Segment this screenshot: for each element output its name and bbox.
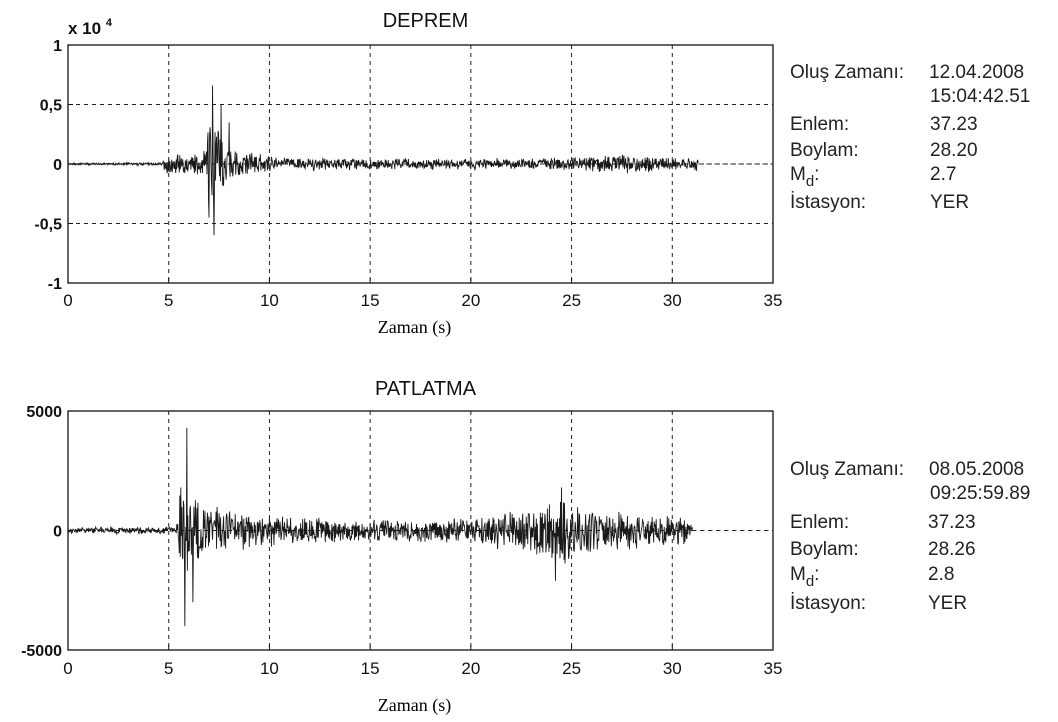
longitude-label: Boylam: (790, 140, 859, 161)
y-multiplier-label: x 10 4 (68, 17, 113, 38)
magnitude-label: Md: (790, 564, 819, 590)
x-tick-label: 20 (461, 659, 480, 678)
y-multiplier-exponent: 4 (106, 17, 113, 29)
x-tick-label: 20 (461, 291, 480, 310)
seismogram-panel-1: DEPREM x 10 4 0 5 10 15 20 25 30 35 1 0,5 0 -0,5 -1 Zam… (34, 10, 1030, 338)
y-tick-label: -5000 (21, 643, 62, 660)
x-tick-label: 35 (764, 291, 783, 310)
x-tick-label: 5 (164, 291, 173, 310)
y-tick-label: 0,5 (40, 98, 62, 115)
y-tick-label: 5000 (26, 404, 62, 421)
event-info: Oluş Zamanı: 12.04.2008 15:04:42.51 Enlem: 3… (790, 62, 1030, 213)
x-tick-label: 0 (63, 291, 72, 310)
y-tick-label: -0,5 (34, 217, 62, 234)
origin-date-value: 08.05.2008 (929, 459, 1024, 480)
x-tick-label: 5 (164, 659, 173, 678)
chart-title: PATLATMA (375, 378, 477, 400)
x-tick-label: 25 (562, 291, 581, 310)
magnitude-label: Md: (790, 164, 819, 190)
station-value: YER (930, 192, 969, 213)
x-tick-label: 30 (663, 291, 682, 310)
magnitude-value: 2.7 (930, 164, 956, 185)
latitude-label: Enlem: (790, 512, 849, 533)
y-tick-label: -1 (48, 276, 62, 293)
latitude-value: 37.23 (928, 512, 976, 533)
chart-title: DEPREM (383, 10, 469, 32)
y-tick-label: 1 (53, 38, 62, 55)
x-tick-label: 15 (361, 291, 380, 310)
station-label: İstasyon: (790, 593, 866, 614)
magnitude-value: 2.8 (928, 564, 954, 585)
y-tick-label: 0 (53, 157, 62, 174)
x-tick-label: 15 (361, 659, 380, 678)
x-tick-label: 30 (663, 659, 682, 678)
x-axis-label: Zaman (s) (378, 317, 451, 338)
seismic-trace (67, 85, 699, 236)
x-axis-label: Zaman (s) (378, 695, 451, 716)
station-label: İstasyon: (790, 192, 866, 213)
station-value: YER (928, 593, 967, 614)
y-tick-label: 0 (53, 524, 62, 541)
origin-time-value: 15:04:42.51 (930, 86, 1030, 107)
x-tick-label: 35 (764, 659, 783, 678)
event-info: Oluş Zamanı: 08.05.2008 09:25:59.89 Enlem: 3… (790, 459, 1030, 614)
latitude-label: Enlem: (790, 114, 849, 135)
longitude-label: Boylam: (790, 539, 859, 560)
origin-date-value: 12.04.2008 (929, 62, 1024, 83)
x-tick-label: 25 (562, 659, 581, 678)
origin-time-value: 09:25:59.89 (930, 483, 1030, 504)
origin-time-label: Oluş Zamanı: (790, 459, 904, 480)
origin-time-label: Oluş Zamanı: (790, 62, 904, 83)
latitude-value: 37.23 (930, 114, 978, 135)
x-tick-label: 10 (260, 291, 279, 310)
x-tick-label: 10 (260, 659, 279, 678)
longitude-value: 28.20 (930, 140, 978, 161)
seismic-trace (67, 427, 693, 627)
longitude-value: 28.26 (928, 539, 976, 560)
x-tick-label: 0 (63, 659, 72, 678)
